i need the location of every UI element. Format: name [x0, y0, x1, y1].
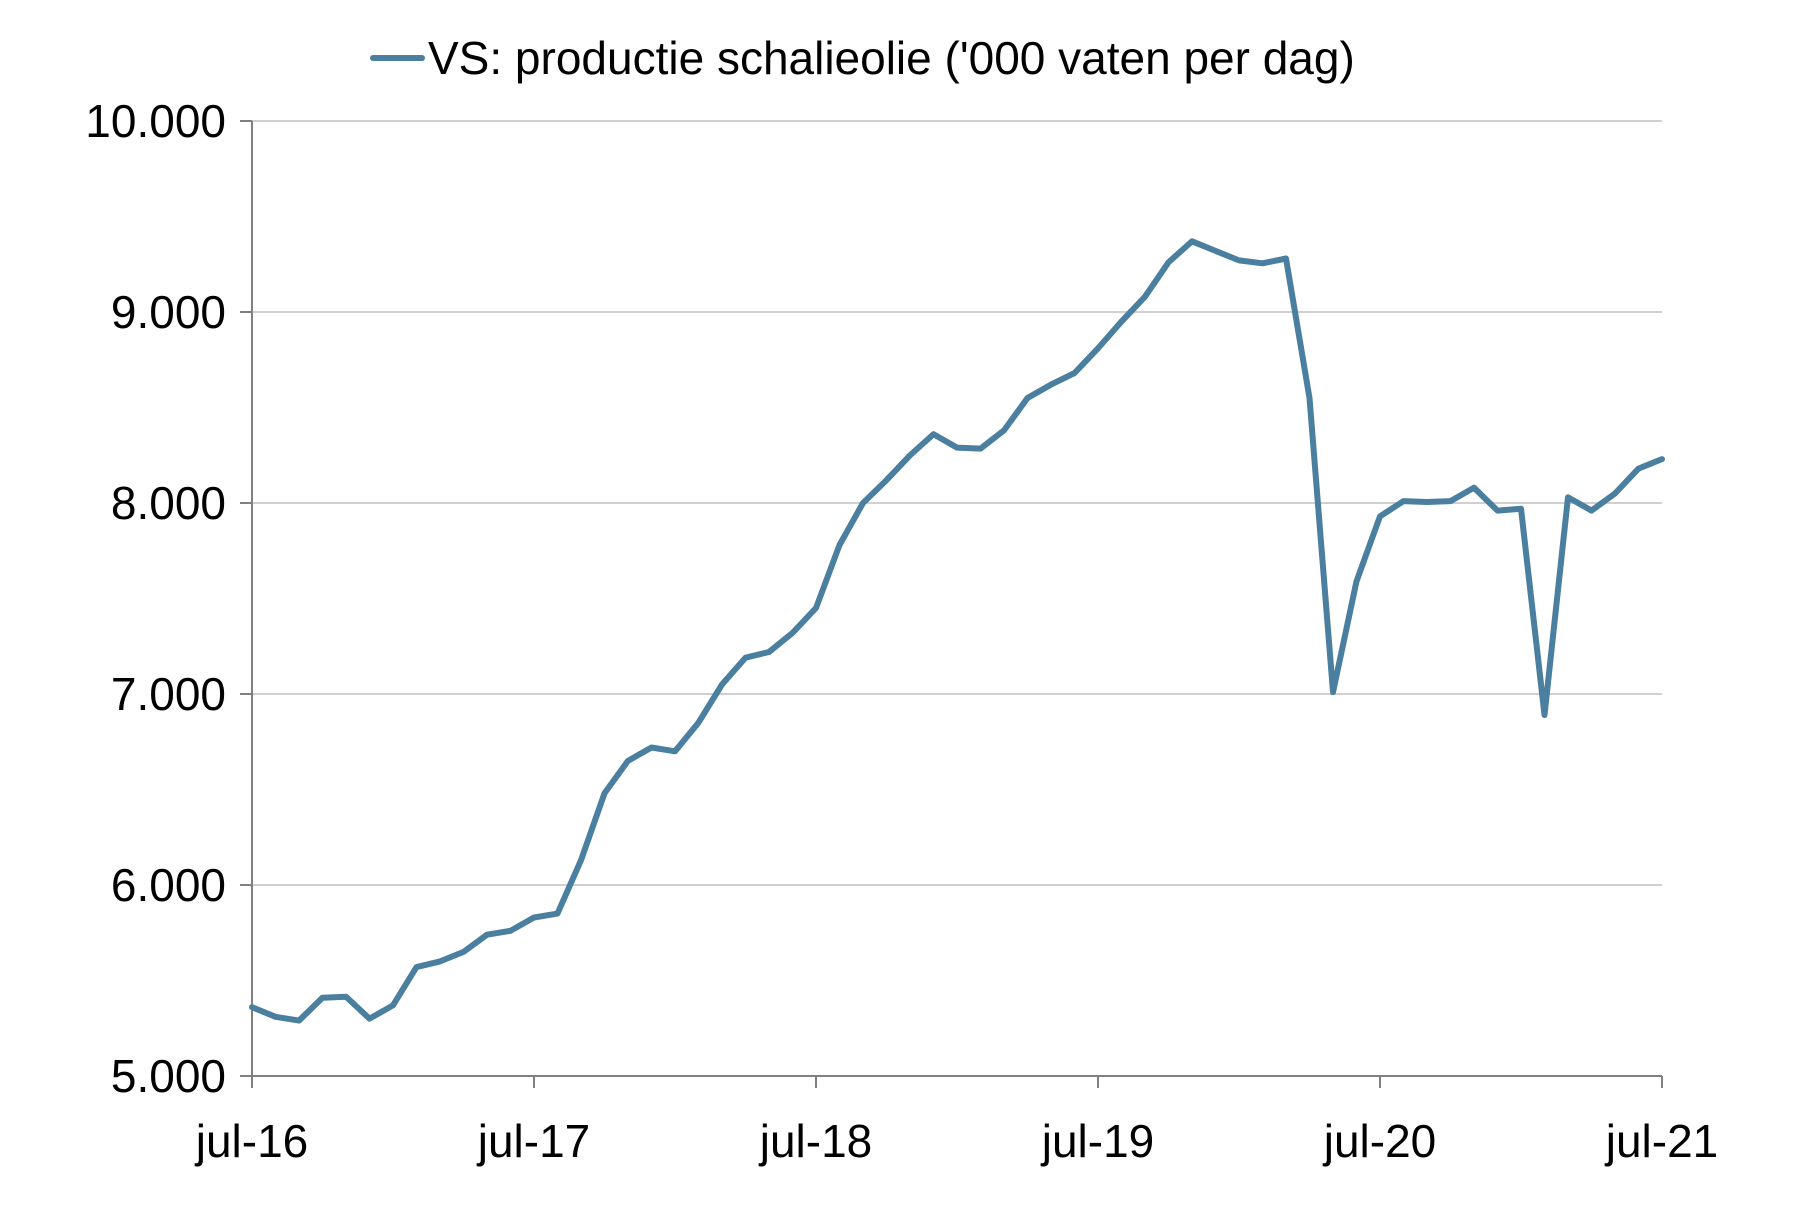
x-ticks: jul-16 jul-17 jul-18 jul-19 jul-20 jul-21	[194, 1076, 1719, 1167]
x-tick-label: jul-19	[1040, 1115, 1155, 1167]
y-tick-label: 8.000	[111, 477, 226, 529]
y-tick-label: 9.000	[111, 286, 226, 338]
series-layer	[249, 238, 1665, 1024]
x-tick-label: jul-17	[476, 1115, 591, 1167]
series-line-shale-oil-production	[249, 238, 1665, 1024]
legend-label: VS: productie schalieolie ('000 vaten pe…	[428, 32, 1355, 84]
y-tick-label: 6.000	[111, 859, 226, 911]
y-tick-label: 5.000	[111, 1050, 226, 1102]
x-tick-label: jul-20	[1322, 1115, 1437, 1167]
y-tick-label: 7.000	[111, 668, 226, 720]
x-tick-label: jul-21	[1604, 1115, 1719, 1167]
x-tick-label: jul-18	[758, 1115, 873, 1167]
legend: VS: productie schalieolie ('000 vaten pe…	[370, 32, 1355, 84]
y-tick-label: 10.000	[85, 95, 226, 147]
x-tick-label: jul-16	[194, 1115, 309, 1167]
axes	[251, 121, 1662, 1077]
y-ticks: 5.000 6.000 7.000 8.000 9.000 10.000	[85, 95, 252, 1102]
